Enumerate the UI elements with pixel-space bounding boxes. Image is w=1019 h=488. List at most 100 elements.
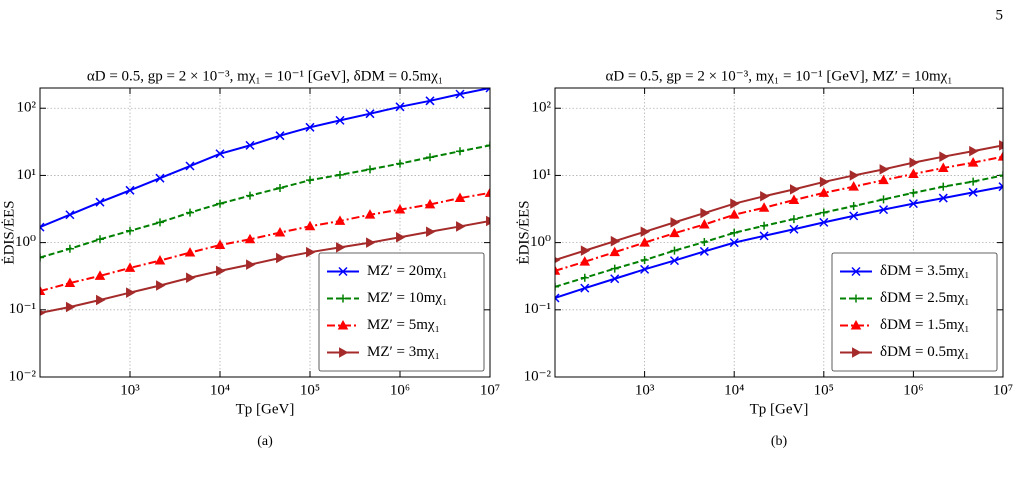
marker: [909, 157, 919, 168]
marker: [909, 188, 918, 197]
marker: [214, 239, 226, 249]
marker: [640, 226, 651, 238]
marker: [95, 235, 104, 244]
marker: [154, 255, 166, 265]
chart-title: αD = 0.5, gp = 2 × 10⁻³, mχ₁ = 10⁻¹ [GeV…: [87, 68, 443, 84]
marker: [336, 170, 344, 179]
marker: [999, 140, 1003, 151]
x-tick-label: 10⁵: [300, 382, 320, 398]
marker: [338, 266, 348, 277]
marker: [244, 233, 256, 244]
marker: [126, 287, 136, 298]
y-tick-label: 10¹: [532, 167, 552, 183]
marker: [426, 153, 434, 162]
plot-frame: [39, 87, 491, 378]
marker: [789, 184, 800, 195]
marker: [40, 285, 46, 296]
marker: [334, 215, 346, 225]
marker: [424, 198, 436, 209]
legend-box: [318, 252, 485, 372]
marker: [760, 221, 769, 230]
x-tick-label: 10⁴: [724, 382, 744, 398]
marker: [276, 252, 286, 264]
marker: [485, 88, 490, 93]
marker: [246, 259, 256, 270]
marker: [215, 149, 225, 159]
marker: [216, 265, 226, 277]
marker: [908, 168, 919, 178]
y-tick-label: 10¹: [17, 167, 37, 183]
marker: [788, 194, 800, 204]
page-number: 5: [996, 7, 1004, 23]
x-tick-label: 10³: [120, 382, 140, 398]
marker: [396, 232, 406, 243]
marker: [454, 192, 466, 203]
marker: [969, 177, 978, 186]
marker: [486, 141, 490, 150]
marker: [306, 176, 314, 185]
y-tick-label: 10²: [532, 100, 552, 116]
marker: [394, 204, 406, 214]
marker: [95, 197, 105, 207]
marker: [125, 185, 135, 195]
chart-title: αD = 0.5, gp = 2 × 10⁻³, mχ₁ = 10⁻¹ [GeV…: [605, 68, 952, 84]
y-axis-label: ĖDIS/ĖES: [1, 200, 17, 264]
marker: [908, 199, 918, 209]
marker: [336, 242, 346, 253]
x-tick-label: 10⁶: [903, 382, 923, 398]
marker: [216, 199, 224, 208]
marker: [579, 256, 591, 266]
legend-label: δDM = 2.5mχ₁: [880, 290, 970, 306]
y-tick-label: 10²: [17, 100, 37, 116]
marker: [155, 218, 164, 227]
legend-box: [831, 252, 998, 372]
y-tick-label: 10⁻¹: [524, 301, 551, 317]
legend: MZ′ = 20mχ₁ MZ′ = 10mχ₁ MZ′ = 5mχ₁ MZ′ = 3m…: [318, 252, 485, 372]
y-tick-label: 10⁻²: [9, 368, 37, 384]
marker: [339, 347, 349, 358]
marker: [366, 165, 374, 174]
marker: [669, 227, 680, 238]
marker: [852, 347, 862, 358]
marker: [849, 211, 859, 221]
x-tick-label: 10⁶: [390, 382, 410, 398]
marker: [580, 245, 591, 256]
legend-label: MZ′ = 10mχ₁: [367, 290, 447, 306]
marker: [728, 209, 740, 219]
marker: [818, 187, 830, 197]
marker: [699, 246, 709, 256]
marker: [65, 301, 76, 313]
marker: [939, 151, 949, 162]
series-line: [40, 191, 490, 293]
marker: [937, 162, 949, 172]
y-tick-label: 10⁻¹: [9, 301, 36, 317]
marker: [364, 209, 376, 219]
marker: [640, 256, 649, 265]
marker: [999, 171, 1003, 180]
marker: [969, 145, 979, 157]
series-line: [555, 185, 1003, 299]
marker: [484, 187, 490, 197]
marker: [609, 246, 620, 257]
y-tick-label: 10⁰: [530, 234, 551, 250]
series-line: [555, 144, 1003, 262]
marker: [64, 277, 76, 288]
legend-label: δDM = 0.5mχ₁: [880, 344, 970, 360]
marker: [425, 96, 435, 106]
marker: [730, 198, 740, 209]
marker: [852, 294, 860, 303]
marker: [879, 205, 889, 215]
marker: [486, 215, 490, 227]
marker: [729, 238, 739, 248]
caption: (b): [771, 434, 788, 449]
x-tick-label: 10⁴: [210, 382, 230, 398]
x-tick-label: 10⁷: [993, 382, 1013, 398]
marker: [968, 187, 978, 197]
marker: [40, 222, 45, 232]
marker: [555, 293, 560, 303]
marker: [819, 208, 828, 217]
marker: [669, 256, 679, 266]
marker: [555, 265, 561, 275]
marker: [65, 244, 74, 253]
marker: [186, 272, 196, 284]
